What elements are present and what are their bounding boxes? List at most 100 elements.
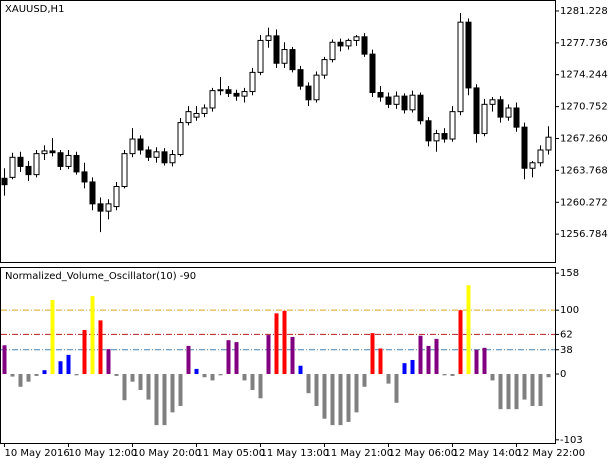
- candle-body: [137, 138, 144, 151]
- histogram-bar: [378, 348, 383, 375]
- y-tick-label: 1256.784: [560, 229, 608, 240]
- histogram-bar: [18, 374, 23, 387]
- x-tick-label: 11 May 05:00: [197, 448, 266, 459]
- histogram-bar: [322, 374, 327, 419]
- candle-body: [113, 186, 120, 208]
- candle-body: [41, 150, 48, 155]
- x-tick-label: 10 May 2016: [5, 448, 70, 459]
- candle-body: [145, 149, 152, 158]
- candle-body: [81, 171, 88, 183]
- candle-body: [385, 96, 392, 105]
- histogram-bar: [514, 374, 519, 410]
- candle-body: [241, 91, 248, 97]
- histogram-bar: [154, 374, 159, 426]
- histogram-bar: [114, 374, 119, 376]
- histogram-bar: [418, 335, 423, 375]
- histogram-bar: [74, 374, 79, 376]
- candle-body: [345, 39, 352, 47]
- histogram-bar: [354, 374, 359, 413]
- histogram-bar: [186, 345, 191, 375]
- candle-body: [441, 133, 448, 140]
- candle-body: [417, 94, 424, 122]
- x-tick-label: 11 May 13:00: [261, 448, 330, 459]
- histogram-bar: [346, 374, 351, 422]
- candle-body: [161, 151, 168, 164]
- histogram-bar: [538, 374, 543, 406]
- y-tick-label: 1260.272: [560, 197, 608, 208]
- candle-body: [129, 138, 136, 155]
- histogram-bar: [490, 374, 495, 381]
- histogram-bar: [290, 336, 295, 375]
- histogram-bar: [330, 374, 335, 426]
- candle-body: [73, 154, 80, 173]
- histogram-bar: [546, 374, 551, 378]
- candle-body: [393, 95, 400, 105]
- candle-body: [193, 112, 200, 118]
- histogram-bar: [10, 374, 15, 377]
- histogram-bar: [466, 285, 471, 375]
- histogram-bar: [58, 361, 63, 375]
- candle-body: [225, 89, 232, 94]
- candle-body: [121, 153, 128, 188]
- histogram-bar: [522, 374, 527, 400]
- y-tick-label: 1277.736: [560, 38, 608, 49]
- histogram-bar: [458, 310, 463, 375]
- histogram-bar: [34, 374, 39, 376]
- candle-body: [513, 107, 520, 128]
- x-tick-label: 12 May 14:00: [453, 448, 522, 459]
- histogram-bar: [370, 333, 375, 375]
- histogram-bar: [266, 335, 271, 375]
- histogram-bar: [106, 349, 111, 375]
- candle-body: [529, 162, 536, 169]
- y-tick-label: 1263.768: [560, 165, 608, 176]
- candle-body: [297, 69, 304, 87]
- y-tick-label: 1270.752: [560, 102, 608, 113]
- histogram-bar: [442, 374, 447, 376]
- candle-body: [169, 154, 176, 164]
- histogram-bar: [42, 370, 47, 375]
- indicator-title: Normalized_Volume_Oscillator(10) -90: [5, 271, 196, 282]
- candle-body: [201, 107, 208, 114]
- candle-body: [481, 103, 488, 135]
- histogram-bar: [314, 374, 319, 406]
- x-tick-label: 11 May 21:00: [325, 448, 394, 459]
- y-tick-label: 38: [560, 345, 573, 356]
- histogram-bar: [274, 313, 279, 375]
- histogram-bar: [66, 354, 71, 375]
- histogram-bar: [498, 374, 503, 410]
- histogram-bar: [226, 340, 231, 375]
- histogram-bar: [178, 374, 183, 406]
- histogram-bar: [298, 365, 303, 375]
- histogram-bar: [122, 374, 127, 401]
- candle-body: [233, 92, 240, 97]
- y-tick-label: 0: [560, 369, 566, 380]
- price-panel: [0, 0, 556, 263]
- candle-body: [273, 35, 280, 64]
- candle-body: [153, 151, 160, 158]
- candle-body: [329, 41, 336, 61]
- candle-body: [425, 120, 432, 142]
- candle-body: [177, 122, 184, 156]
- candle-body: [49, 150, 56, 154]
- candle-body: [465, 21, 472, 89]
- candle-body: [401, 95, 408, 111]
- candle-body: [57, 152, 64, 167]
- candle-body: [17, 156, 24, 167]
- candle-body: [545, 136, 552, 151]
- histogram-bar: [402, 363, 407, 375]
- candle-body: [257, 39, 264, 73]
- candle-body: [185, 111, 192, 124]
- histogram-bar: [170, 374, 175, 413]
- candle-body: [497, 99, 504, 118]
- histogram-bar: [2, 345, 7, 375]
- histogram-bar: [530, 374, 535, 406]
- histogram-bar: [202, 374, 207, 378]
- histogram-bar: [90, 296, 95, 375]
- histogram-bar: [450, 374, 455, 376]
- x-tick-label: 12 May 06:00: [389, 448, 458, 459]
- candle-body: [473, 87, 480, 135]
- histogram-bar: [386, 374, 391, 384]
- histogram-bar: [394, 374, 399, 403]
- histogram-bar: [306, 374, 311, 394]
- candle-body: [377, 91, 384, 98]
